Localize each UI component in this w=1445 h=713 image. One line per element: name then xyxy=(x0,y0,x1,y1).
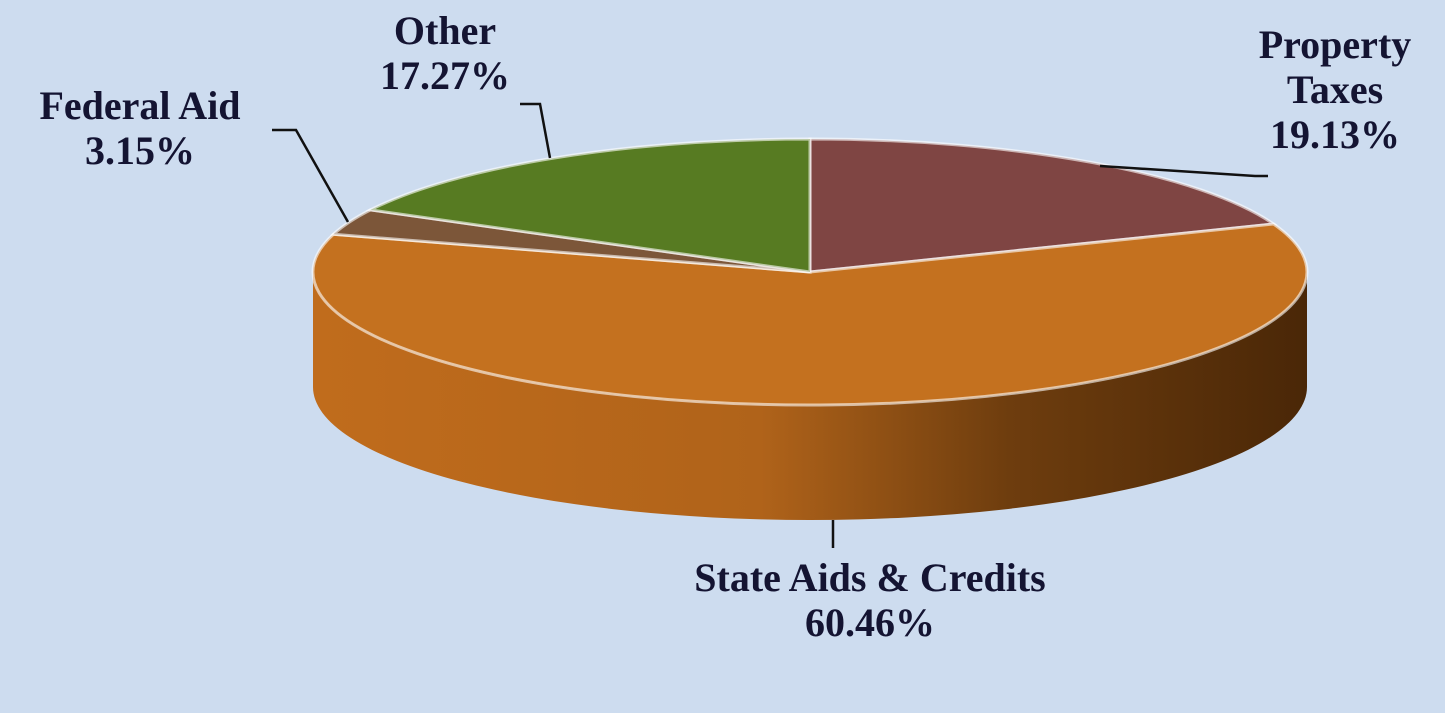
slice-label: Other 17.27% xyxy=(340,8,550,98)
value-label: 3.15% xyxy=(85,128,195,173)
slices xyxy=(311,137,1309,520)
value-label: 17.27% xyxy=(380,53,510,98)
value-label: 19.13% xyxy=(1270,112,1400,157)
slice-label: Property Taxes 19.13% xyxy=(1225,22,1445,157)
slice-label: Federal Aid 3.15% xyxy=(0,83,280,173)
value-label: 60.46% xyxy=(805,600,935,645)
slice xyxy=(808,137,1278,274)
category-label: Other xyxy=(393,8,497,53)
slice-label: State Aids & Credits 60.46% xyxy=(690,555,1050,645)
category-label: State Aids & Credits xyxy=(694,555,1046,600)
slice xyxy=(365,137,812,274)
slice-side xyxy=(313,272,1307,520)
category-label: Property Taxes xyxy=(1258,22,1412,112)
leader-lines xyxy=(272,102,1268,548)
category-label: Federal Aid xyxy=(39,83,241,128)
slice xyxy=(311,222,1309,407)
